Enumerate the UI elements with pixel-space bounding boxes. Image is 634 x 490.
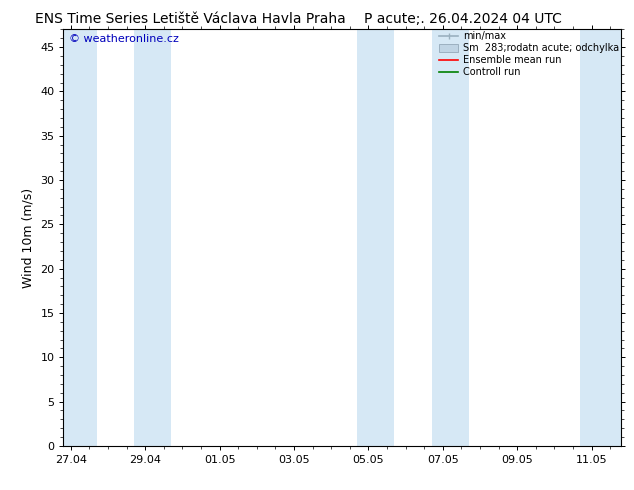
Bar [63, 29, 97, 446]
Bar [580, 29, 621, 446]
Bar [432, 29, 469, 446]
Legend: min/max, Sm  283;rodatn acute; odchylka, Ensemble mean run, Controll run: min/max, Sm 283;rodatn acute; odchylka, … [439, 31, 619, 77]
Text: P acute;. 26.04.2024 04 UTC: P acute;. 26.04.2024 04 UTC [364, 12, 562, 26]
Bar [357, 29, 394, 446]
Text: © weatheronline.cz: © weatheronline.cz [69, 34, 179, 44]
Bar [134, 29, 171, 446]
Y-axis label: Wind 10m (m/s): Wind 10m (m/s) [22, 188, 35, 288]
Text: ENS Time Series Letiště Václava Havla Praha: ENS Time Series Letiště Václava Havla Pr… [35, 12, 346, 26]
